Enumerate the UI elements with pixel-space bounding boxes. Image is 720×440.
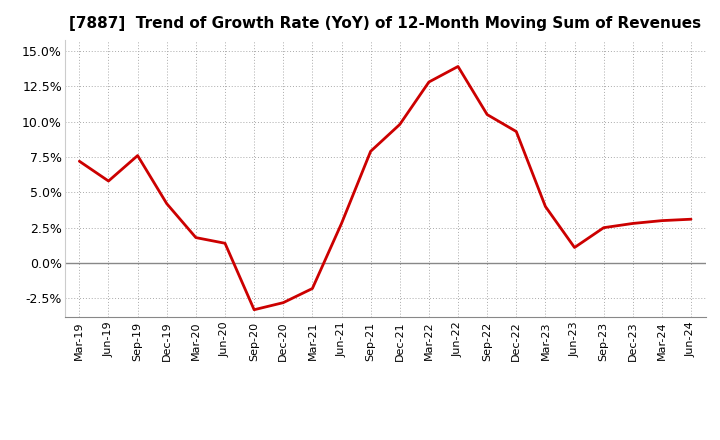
Title: [7887]  Trend of Growth Rate (YoY) of 12-Month Moving Sum of Revenues: [7887] Trend of Growth Rate (YoY) of 12-… bbox=[69, 16, 701, 32]
